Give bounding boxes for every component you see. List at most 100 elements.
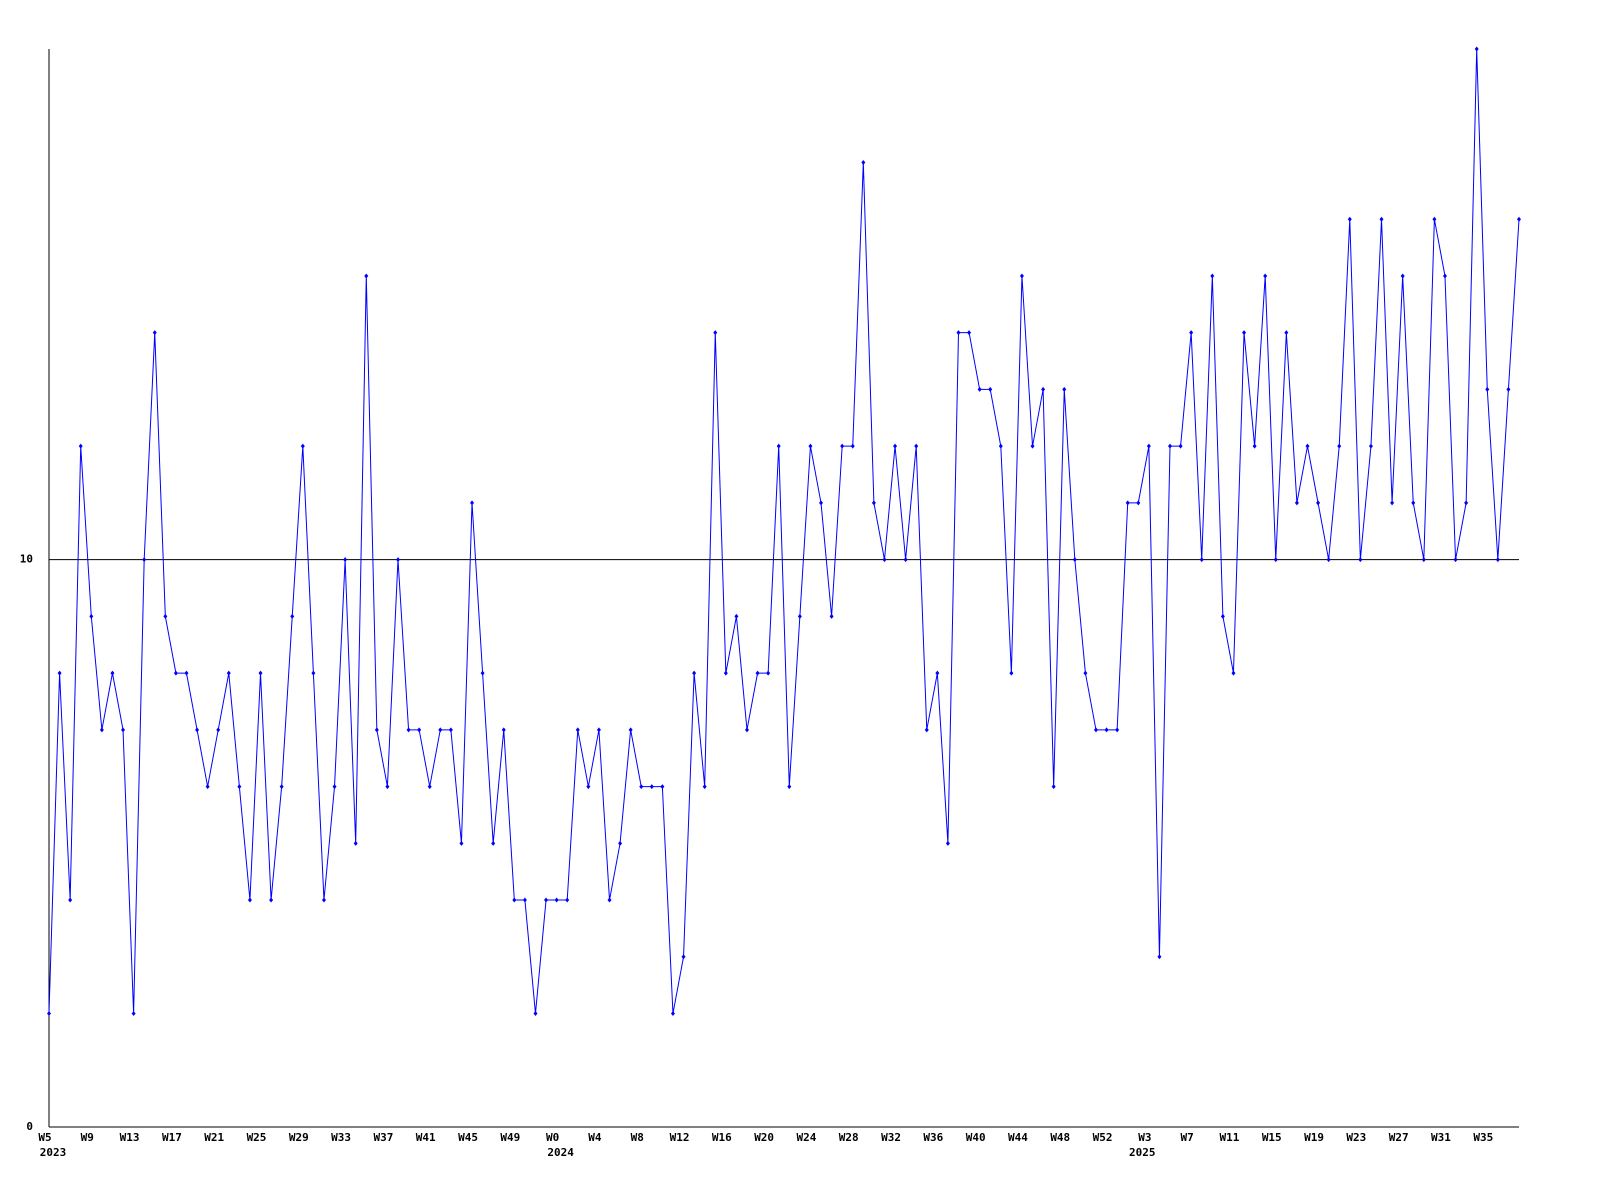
point-marker — [861, 159, 866, 165]
point-marker — [1495, 557, 1500, 563]
point-marker — [956, 330, 961, 336]
point-marker — [1030, 443, 1035, 449]
point-marker — [1400, 273, 1405, 279]
x-year-label: 2023 — [40, 1146, 67, 1159]
point-marker — [1051, 784, 1056, 790]
point-marker — [670, 1011, 675, 1017]
x-tick-label: W13 — [120, 1131, 140, 1144]
point-marker — [1168, 443, 1173, 449]
point-marker — [819, 500, 824, 506]
point-marker — [998, 443, 1003, 449]
point-marker — [639, 784, 644, 790]
x-tick-label: W37 — [373, 1131, 393, 1144]
point-marker — [226, 670, 231, 676]
point-marker — [1474, 46, 1479, 52]
point-marker — [1411, 500, 1416, 506]
point-marker — [1294, 500, 1299, 506]
point-marker — [1009, 670, 1014, 676]
point-marker — [1442, 273, 1447, 279]
point-marker — [1390, 500, 1395, 506]
point-marker — [258, 670, 263, 676]
point-marker — [184, 670, 189, 676]
point-marker — [1252, 443, 1257, 449]
point-marker — [586, 784, 591, 790]
point-marker — [47, 1011, 51, 1017]
x-tick-label: W4 — [588, 1131, 602, 1144]
point-marker — [89, 613, 94, 619]
point-marker — [290, 613, 295, 619]
x-tick-label: W44 — [1008, 1131, 1028, 1144]
point-marker — [343, 557, 348, 563]
point-marker — [1242, 330, 1247, 336]
y-tick-label: 0 — [26, 1120, 33, 1133]
point-marker — [1178, 443, 1183, 449]
point-marker — [237, 784, 242, 790]
x-tick-label: W40 — [966, 1131, 986, 1144]
point-marker — [1072, 557, 1077, 563]
point-marker — [512, 897, 517, 903]
point-marker — [1220, 613, 1225, 619]
point-marker — [628, 727, 633, 733]
x-tick-label: W3 — [1138, 1131, 1151, 1144]
point-marker — [395, 557, 400, 563]
point-marker — [1115, 727, 1120, 733]
point-marker — [1199, 557, 1204, 563]
point-marker — [1421, 557, 1426, 563]
point-marker — [522, 897, 527, 903]
x-tick-label: W32 — [881, 1131, 901, 1144]
x-tick-label: W0 — [546, 1131, 559, 1144]
point-marker — [448, 727, 453, 733]
x-tick-label: W25 — [247, 1131, 267, 1144]
point-marker — [1358, 557, 1363, 563]
point-marker — [1189, 330, 1194, 336]
y-tick-label: 10 — [20, 553, 33, 566]
point-marker — [1305, 443, 1310, 449]
x-tick-label: W20 — [754, 1131, 774, 1144]
x-tick-label: W11 — [1220, 1131, 1240, 1144]
point-marker — [776, 443, 781, 449]
point-marker — [131, 1011, 136, 1017]
point-marker — [501, 727, 506, 733]
x-tick-label: W19 — [1304, 1131, 1324, 1144]
x-tick-label: W35 — [1473, 1131, 1493, 1144]
x-tick-label: W12 — [670, 1131, 690, 1144]
point-marker — [1464, 500, 1469, 506]
point-marker — [871, 500, 876, 506]
point-marker — [300, 443, 305, 449]
point-marker — [152, 330, 157, 336]
point-marker — [1210, 273, 1215, 279]
point-marker — [565, 897, 570, 903]
point-marker — [660, 784, 665, 790]
x-tick-label: W9 — [81, 1131, 94, 1144]
point-marker — [914, 443, 919, 449]
point-marker — [1273, 557, 1278, 563]
x-tick-label: W52 — [1093, 1131, 1113, 1144]
point-marker — [935, 670, 940, 676]
point-marker — [1136, 500, 1141, 506]
point-marker — [1019, 273, 1024, 279]
point-marker — [744, 727, 749, 733]
point-marker — [353, 840, 358, 846]
x-tick-label: W48 — [1050, 1131, 1070, 1144]
point-marker — [787, 784, 792, 790]
point-marker — [766, 670, 771, 676]
point-marker — [1157, 954, 1162, 960]
point-marker — [988, 386, 993, 392]
x-tick-label: W29 — [289, 1131, 309, 1144]
point-marker — [1326, 557, 1331, 563]
x-tick-label: W28 — [839, 1131, 859, 1144]
point-marker — [311, 670, 316, 676]
x-year-label: 2025 — [1129, 1146, 1156, 1159]
point-marker — [99, 727, 104, 733]
point-marker — [332, 784, 337, 790]
point-marker — [596, 727, 601, 733]
point-marker — [427, 784, 432, 790]
x-tick-label: W17 — [162, 1131, 182, 1144]
point-marker — [110, 670, 115, 676]
point-marker — [829, 613, 834, 619]
point-marker — [438, 727, 443, 733]
point-marker — [945, 840, 950, 846]
point-marker — [406, 727, 411, 733]
point-marker — [163, 613, 168, 619]
